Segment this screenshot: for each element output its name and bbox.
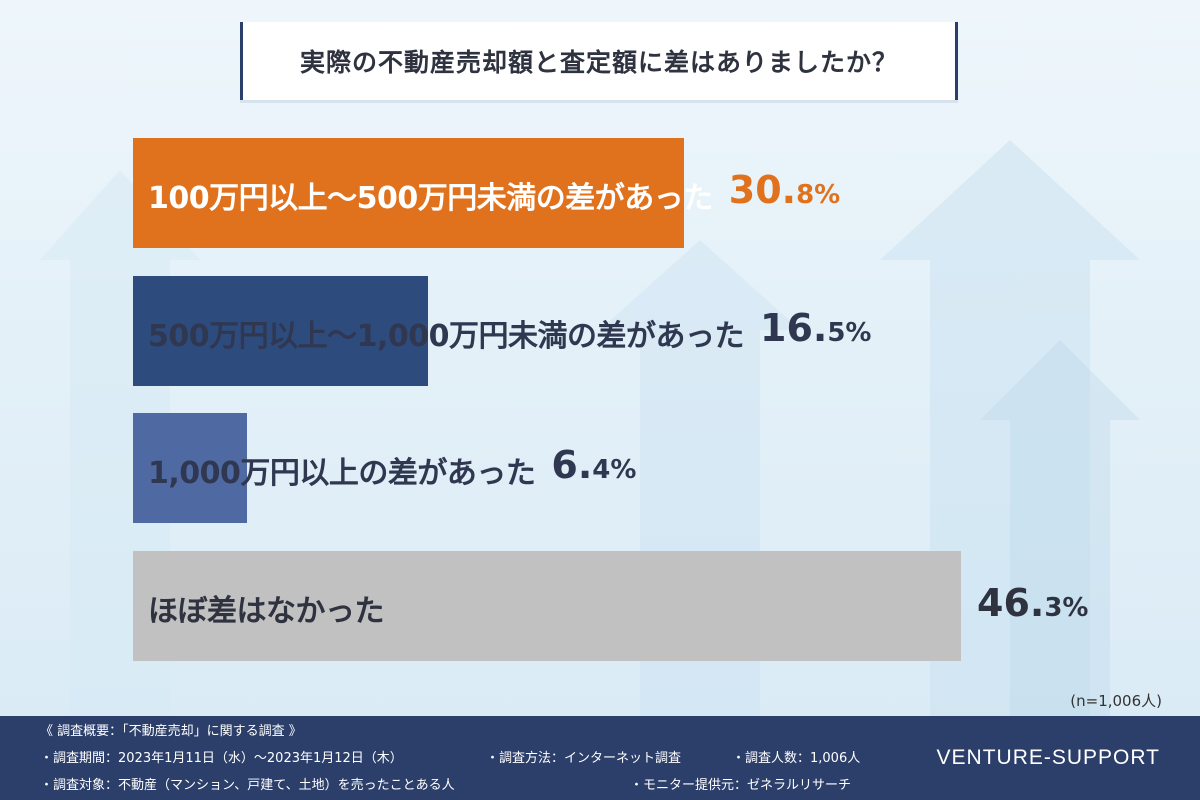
footer-provider: ・モニター提供元：ゼネラルリサーチ — [630, 778, 852, 793]
bar-value-decimal-4: 3% — [1044, 593, 1089, 623]
bar-value-4: 46.3% — [977, 581, 1088, 625]
bar-value-main-3: 6. — [551, 443, 593, 487]
bar-label-1: 100万円以上～500万円未満の差があった — [148, 181, 713, 216]
bar-1 — [133, 138, 684, 248]
bar-value-3: 6.4% — [551, 443, 636, 487]
bar-value-main-1: 30. — [728, 168, 797, 212]
bar-value-2: 16.5% — [760, 306, 871, 350]
bar-chart: 100万円以上～500万円未満の差があった 30.8% 500万円以上～1,000万… — [133, 138, 1088, 661]
bar-label-4: ほぼ差はなかった — [148, 594, 385, 629]
bar-3 — [133, 413, 248, 523]
footer-period: ・調査期間：2023年1月11日（水）～2023年1月12日（木） — [40, 751, 403, 766]
sample-size-note: (n=1,006人) — [1070, 692, 1162, 710]
chart-title: 実際の不動産売却額と査定額に差はありましたか？ — [299, 48, 898, 77]
footer-target: ・調査対象：不動産（マンション、戸建て、土地）を売ったことある人 — [40, 778, 455, 793]
bar-4 — [133, 551, 961, 661]
survey-footer: 《 調査概要：「不動産売却」に関する調査 》 ・調査期間：2023年1月11日（… — [0, 716, 1200, 800]
footer-count: ・調査人数：1,006人 — [732, 751, 861, 766]
footer-method: ・調査方法：インターネット調査 — [486, 751, 682, 766]
chart-title-box: 実際の不動産売却額と査定額に差はありましたか？ — [240, 22, 958, 100]
bar-value-decimal-2: 5% — [827, 318, 872, 348]
bar-label-3: 1,000万円以上の差があった — [148, 456, 536, 491]
bar-value-1: 30.8% — [729, 168, 840, 212]
bar-label-2: 500万円以上～1,000万円未満の差があった — [148, 319, 745, 354]
bar-2 — [133, 276, 429, 386]
bar-value-decimal-3: 4% — [592, 455, 637, 485]
brand-logo-text: VENTURE-SUPPORT — [936, 746, 1160, 769]
bar-value-decimal-1: 8% — [796, 180, 841, 210]
bar-value-main-2: 16. — [760, 306, 828, 350]
footer-summary: 《 調査概要：「不動産売却」に関する調査 》 — [40, 724, 302, 739]
bar-value-main-4: 46. — [977, 581, 1045, 625]
